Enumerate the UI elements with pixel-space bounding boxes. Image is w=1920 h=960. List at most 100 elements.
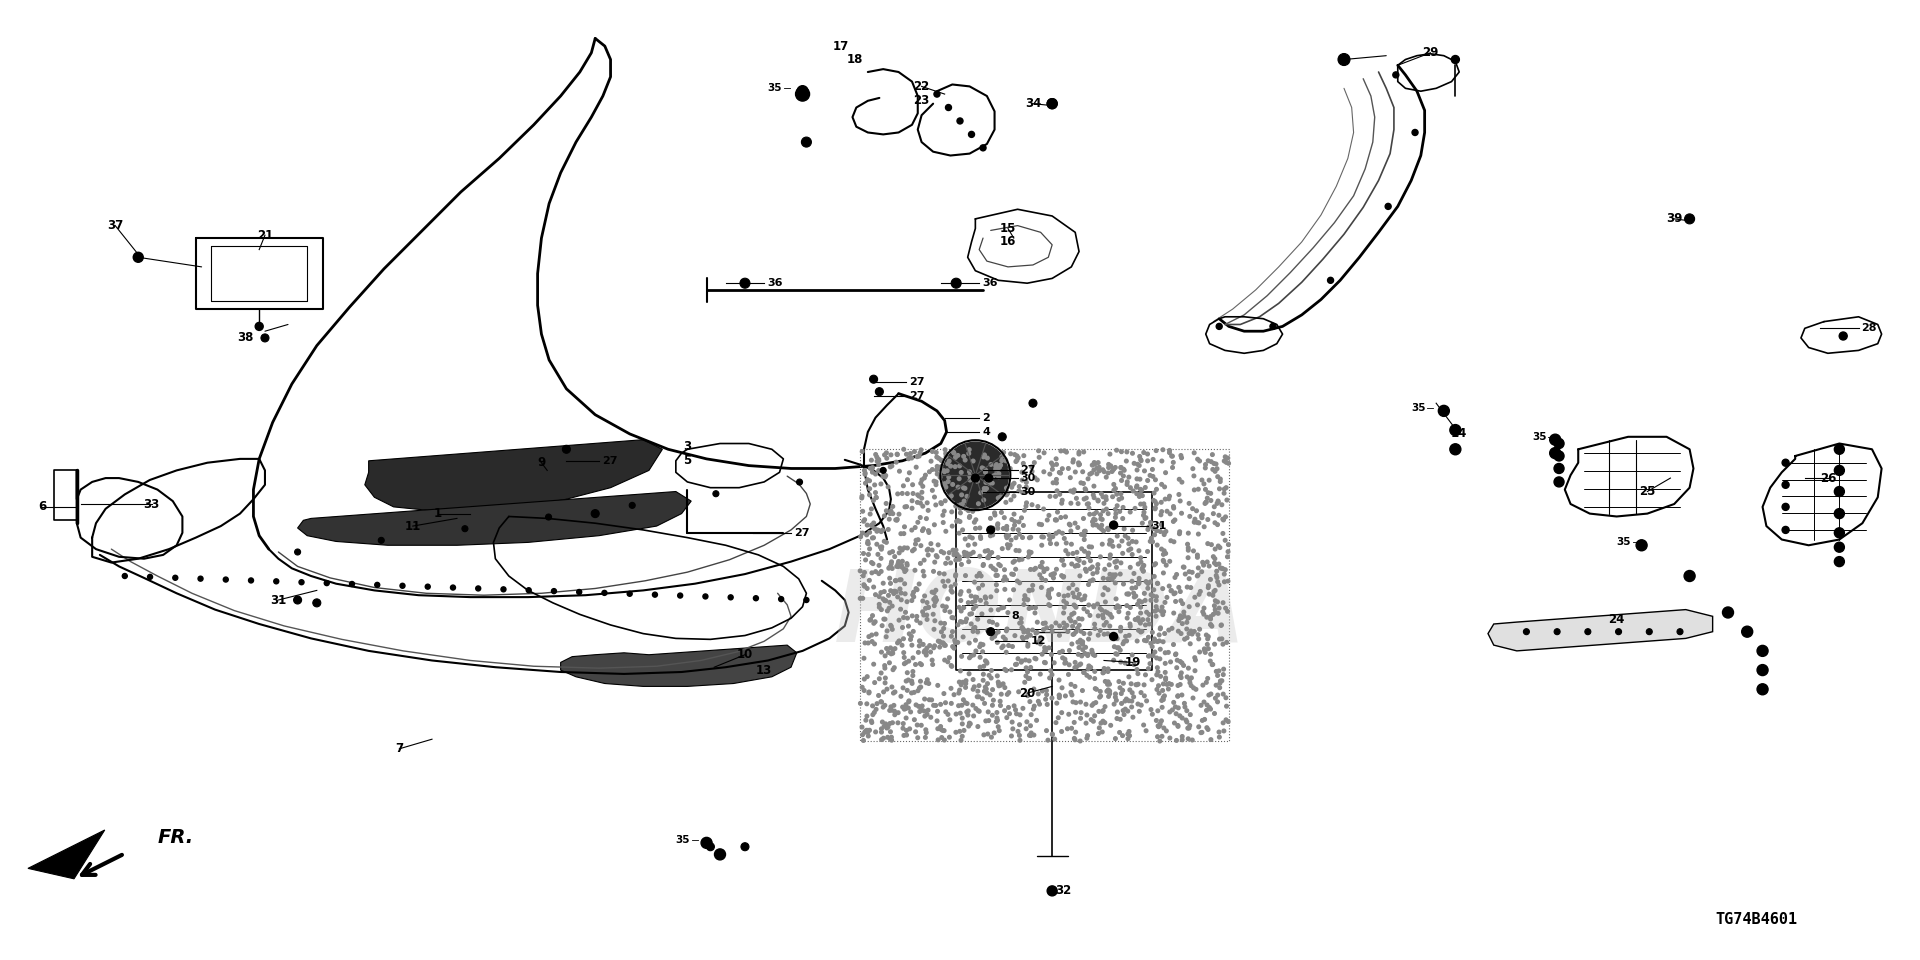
Circle shape [1139,477,1142,481]
Circle shape [1148,473,1152,477]
Circle shape [1142,684,1146,686]
Circle shape [1129,682,1133,685]
Circle shape [958,464,962,468]
Circle shape [874,483,876,487]
Circle shape [947,557,950,560]
Circle shape [1027,588,1031,592]
Circle shape [864,558,868,562]
Circle shape [1202,649,1206,652]
Circle shape [1096,461,1100,465]
Circle shape [947,480,950,483]
Text: 33: 33 [144,497,159,511]
Circle shape [989,595,993,599]
Circle shape [1098,629,1102,633]
Circle shape [916,455,920,459]
Circle shape [943,609,947,612]
Circle shape [1083,530,1087,533]
Circle shape [1206,496,1210,500]
Circle shape [1083,549,1087,553]
Circle shape [1002,527,1006,530]
Circle shape [947,462,950,466]
Circle shape [632,504,634,507]
Circle shape [914,466,918,469]
Circle shape [1027,536,1031,540]
Circle shape [1757,664,1768,676]
Circle shape [1160,610,1164,613]
Circle shape [1411,130,1419,135]
Circle shape [797,479,803,485]
Circle shape [1757,645,1768,657]
Circle shape [1146,581,1150,585]
Circle shape [958,688,962,692]
Circle shape [1068,587,1071,590]
Circle shape [904,505,908,509]
Circle shape [1167,710,1171,713]
Circle shape [1139,612,1142,615]
Circle shape [1010,720,1014,724]
Circle shape [933,704,937,708]
Circle shape [943,585,947,588]
Circle shape [1046,99,1058,108]
Circle shape [1043,628,1044,632]
Circle shape [954,712,958,716]
Circle shape [1156,735,1160,738]
Circle shape [1098,469,1100,472]
Circle shape [906,478,910,482]
Circle shape [1146,636,1150,639]
Circle shape [877,463,881,467]
Circle shape [860,733,864,736]
Circle shape [1192,630,1196,634]
Circle shape [1152,639,1156,643]
Circle shape [1152,498,1156,502]
Circle shape [910,674,914,678]
Circle shape [948,718,952,722]
Circle shape [866,731,870,734]
Circle shape [1033,566,1037,570]
Circle shape [261,334,269,342]
Circle shape [1094,686,1096,690]
Circle shape [1167,628,1171,632]
Circle shape [947,551,950,555]
Circle shape [927,531,931,535]
Circle shape [868,729,872,732]
Circle shape [1048,676,1052,680]
Circle shape [1089,472,1092,476]
Circle shape [1010,486,1014,489]
Circle shape [1046,514,1050,517]
Circle shape [918,562,922,565]
Circle shape [1071,460,1075,464]
Circle shape [983,689,987,693]
Circle shape [881,690,885,694]
Circle shape [1327,277,1334,283]
Circle shape [883,515,887,517]
Circle shape [1050,732,1054,736]
Circle shape [1100,517,1104,521]
Circle shape [874,620,877,624]
Circle shape [995,463,998,467]
Circle shape [939,725,943,729]
Circle shape [780,596,783,602]
Circle shape [1131,490,1135,492]
Circle shape [1002,516,1006,519]
Circle shape [1046,588,1050,592]
Circle shape [931,449,935,453]
Circle shape [1179,671,1183,675]
Circle shape [1678,631,1682,633]
Circle shape [1676,629,1684,635]
Circle shape [1121,506,1125,509]
Circle shape [947,579,950,583]
Circle shape [933,595,937,599]
Circle shape [870,375,877,383]
Circle shape [1033,461,1037,465]
Circle shape [1192,595,1196,599]
Circle shape [1208,660,1212,662]
Circle shape [872,662,876,666]
Circle shape [1119,479,1123,482]
Circle shape [958,681,962,684]
Circle shape [1125,450,1129,454]
Circle shape [1104,600,1108,604]
Circle shape [918,705,920,708]
Circle shape [1054,702,1058,705]
Circle shape [960,734,964,738]
Circle shape [1085,736,1089,740]
